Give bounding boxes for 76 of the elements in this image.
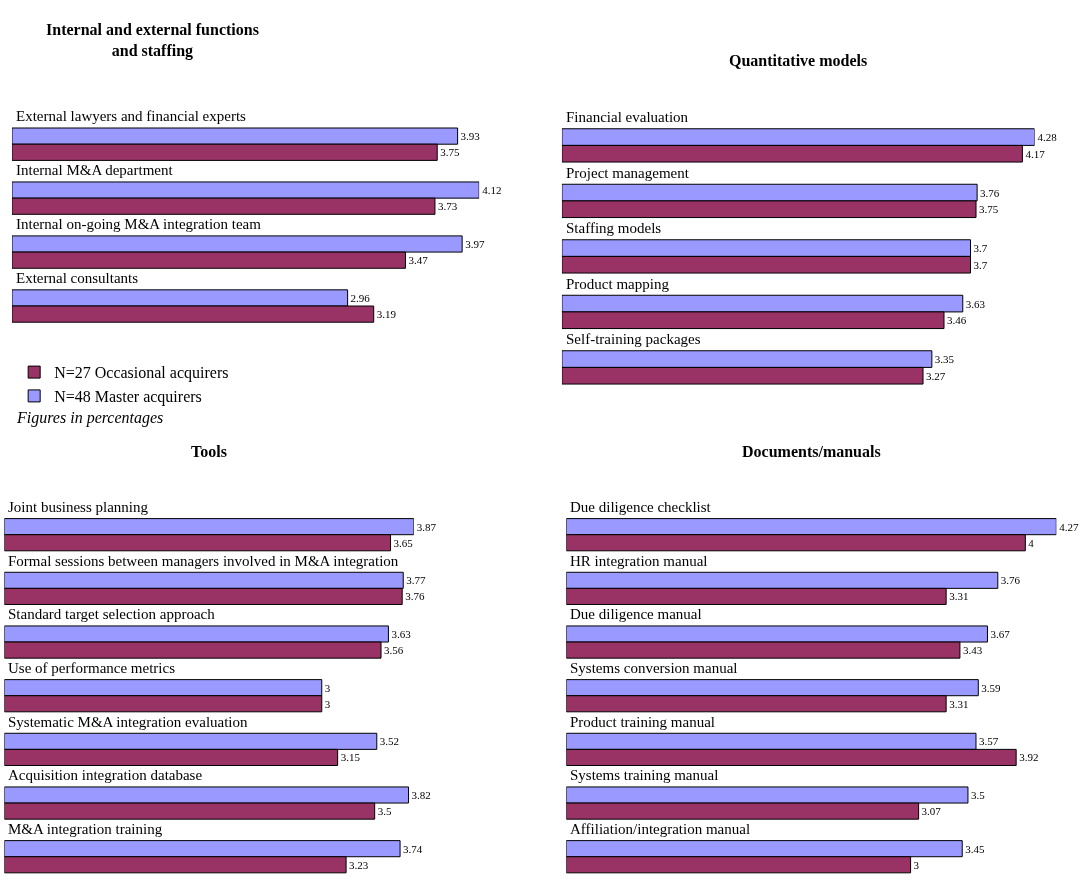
y-tick-label: HR integration manual [570, 553, 708, 569]
data-label: 4.12 [482, 184, 502, 197]
data-label: 3.47 [408, 254, 429, 267]
chart-title: Quantitative models [729, 52, 868, 69]
data-label: 3.35 [934, 353, 955, 366]
y-tick-label: Systematic M&A integration evaluation [8, 714, 249, 730]
y-tick-label: Product mapping [566, 276, 670, 292]
data-label: 3 [913, 858, 920, 871]
y-tick-label: Internal M&A department [16, 162, 174, 178]
data-label: 3.31 [949, 590, 969, 603]
data-label: 3.87 [416, 520, 437, 533]
data-label: 3.63 [965, 297, 986, 310]
y-tick-label: Internal on-going M&A integration team [16, 216, 262, 232]
data-label: 3.76 [405, 590, 425, 603]
data-label: 3.77 [406, 574, 426, 587]
data-label: 3.93 [460, 130, 481, 143]
data-label: 3.7 [973, 258, 988, 271]
y-tick-label: Due diligence manual [570, 606, 702, 622]
data-label: 4 [1028, 536, 1035, 549]
data-label: 3.07 [921, 805, 942, 818]
y-tick-label: Project management [566, 165, 690, 181]
y-tick-label: Product training manual [570, 714, 715, 730]
data-label: 3.7 [973, 242, 988, 255]
y-tick-label: M&A integration training [8, 821, 163, 837]
y-tick-label: External lawyers and financial experts [16, 108, 247, 124]
data-label: 3.75 [440, 146, 460, 159]
y-tick-label: Use of performance metrics [8, 660, 176, 676]
chart-title: Tools [191, 443, 227, 460]
data-label: 3.15 [340, 751, 361, 764]
data-label: 3.59 [981, 681, 1002, 694]
y-tick-label: External consultants [16, 270, 139, 286]
data-label: 4.27 [1059, 520, 1080, 533]
legend-label: N=27 Occasional acquirers [54, 364, 229, 383]
data-label: 3 [324, 697, 331, 710]
data-label: 3.92 [1019, 751, 1039, 764]
data-label: 3.27 [926, 369, 946, 382]
y-tick-label: Financial evaluation [566, 109, 689, 125]
data-label: 3.45 [965, 842, 985, 855]
y-tick-label: Systems training manual [570, 767, 719, 783]
data-label: 3.43 [962, 644, 983, 657]
data-label: 3.5 [970, 789, 986, 801]
legend-label: N=48 Master acquirers [54, 388, 202, 407]
y-tick-label: Systems conversion manual [570, 660, 738, 676]
y-tick-label: Standard target selection approach [8, 606, 216, 622]
data-label: 3.76 [1000, 574, 1021, 587]
data-label: 4.28 [1037, 131, 1058, 144]
data-label: 3.82 [411, 789, 431, 801]
data-label: 3.56 [384, 644, 404, 657]
chart-title: Internal and external functions and staffing [46, 21, 259, 60]
data-label: 3.52 [379, 735, 400, 748]
data-label: 3.76 [980, 186, 1000, 199]
data-label: 3.73 [437, 200, 458, 213]
data-label: 3.5 [377, 805, 392, 818]
data-label: 3.63 [391, 627, 412, 640]
data-label: 4.17 [1025, 147, 1046, 160]
y-tick-label: Acquisition integration database [8, 767, 203, 783]
data-label: 3.67 [990, 627, 1011, 640]
data-label: 3.57 [978, 735, 999, 748]
y-tick-label: Self-training packages [566, 331, 701, 347]
y-tick-label: Due diligence checklist [570, 499, 712, 515]
data-label: 3.65 [393, 536, 414, 549]
y-tick-label: Joint business planning [8, 499, 149, 515]
data-label: 3.97 [465, 237, 485, 250]
data-label: 3.46 [947, 314, 967, 327]
y-tick-label: Formal sessions between managers involved in M&A integration [8, 553, 399, 569]
data-label: 3.75 [979, 203, 999, 216]
y-tick-label: Staffing models [566, 220, 662, 236]
text: Figures in percentages [16, 409, 164, 427]
data-label: 2.96 [350, 291, 371, 304]
data-label: 3.74 [403, 842, 423, 855]
y-tick-label: Affiliation/integration manual [570, 821, 751, 837]
data-label: 3.31 [949, 697, 969, 710]
chart-title: Documents/manuals [742, 443, 881, 460]
data-label: 3.23 [349, 858, 369, 871]
data-label: 3 [324, 681, 331, 694]
data-label: 3.19 [376, 308, 397, 321]
